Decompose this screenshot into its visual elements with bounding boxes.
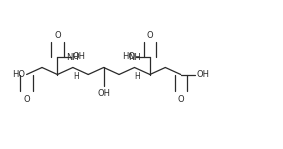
Text: NH: NH [128,53,141,62]
Text: H: H [73,72,78,81]
Text: OH: OH [73,52,86,61]
Text: NH: NH [67,53,79,62]
Text: O: O [23,95,30,104]
Text: OH: OH [196,70,209,79]
Text: HO: HO [12,70,25,79]
Text: O: O [177,95,184,104]
Text: HO: HO [122,52,135,61]
Text: H: H [134,72,140,81]
Text: O: O [54,31,61,40]
Text: O: O [147,31,153,40]
Text: OH: OH [97,89,110,98]
